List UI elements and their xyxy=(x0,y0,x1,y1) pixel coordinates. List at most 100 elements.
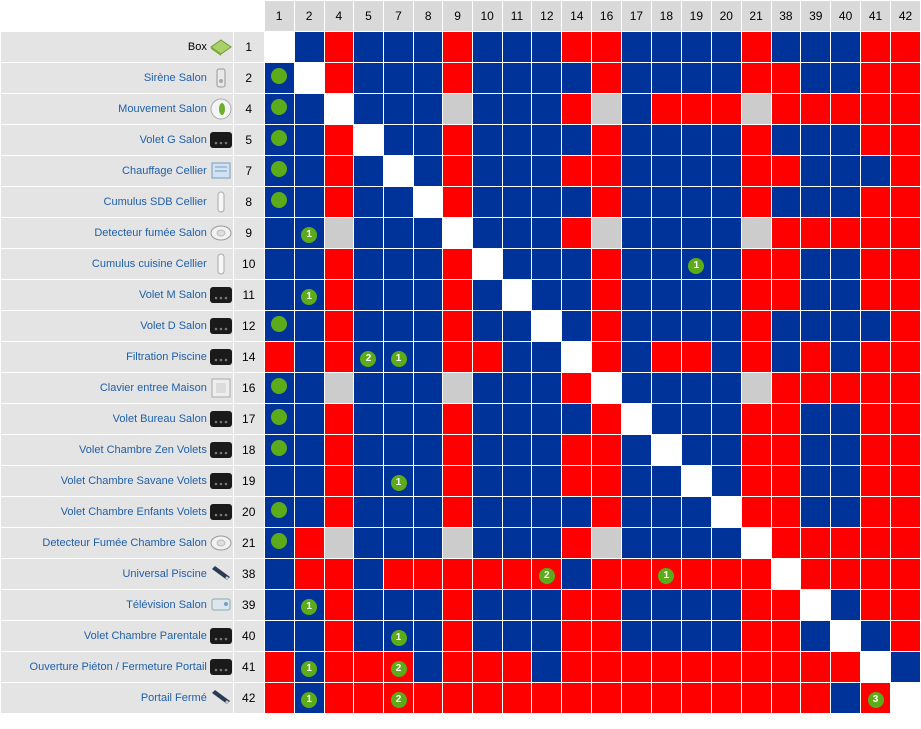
device-name-label[interactable]: Detecteur Fumée Chambre Salon xyxy=(42,537,207,549)
matrix-cell[interactable] xyxy=(711,156,741,186)
matrix-cell[interactable] xyxy=(891,125,920,155)
matrix-cell[interactable] xyxy=(472,249,502,279)
matrix-cell[interactable] xyxy=(861,187,891,217)
matrix-cell[interactable] xyxy=(651,342,681,372)
matrix-cell[interactable] xyxy=(711,528,741,558)
matrix-cell[interactable] xyxy=(741,32,771,62)
matrix-cell[interactable] xyxy=(592,187,621,217)
matrix-cell[interactable] xyxy=(562,63,592,93)
matrix-cell[interactable] xyxy=(562,280,592,310)
matrix-cell[interactable] xyxy=(651,125,681,155)
matrix-cell[interactable] xyxy=(472,590,502,620)
matrix-cell[interactable] xyxy=(681,342,711,372)
matrix-cell[interactable] xyxy=(771,652,801,682)
matrix-cell[interactable] xyxy=(353,497,383,527)
matrix-cell[interactable] xyxy=(532,94,562,124)
matrix-cell[interactable] xyxy=(562,187,592,217)
matrix-cell[interactable] xyxy=(264,373,294,403)
device-name-cell[interactable]: Clavier entree Maison xyxy=(1,373,233,403)
matrix-cell[interactable] xyxy=(264,218,294,248)
matrix-cell[interactable] xyxy=(592,249,621,279)
matrix-cell[interactable] xyxy=(741,435,771,465)
matrix-cell[interactable] xyxy=(414,187,443,217)
matrix-cell[interactable] xyxy=(264,156,294,186)
matrix-cell[interactable] xyxy=(681,559,711,589)
matrix-cell[interactable] xyxy=(472,125,502,155)
matrix-cell[interactable] xyxy=(891,63,920,93)
matrix-cell[interactable] xyxy=(831,435,860,465)
matrix-cell[interactable] xyxy=(771,94,801,124)
matrix-cell[interactable] xyxy=(472,559,502,589)
device-name-cell[interactable]: Volet Chambre Parentale xyxy=(1,621,233,651)
matrix-cell[interactable] xyxy=(264,187,294,217)
matrix-cell[interactable] xyxy=(532,156,562,186)
matrix-cell[interactable] xyxy=(562,311,592,341)
matrix-cell[interactable] xyxy=(771,311,801,341)
matrix-cell[interactable] xyxy=(711,683,741,713)
matrix-cell[interactable] xyxy=(592,94,621,124)
matrix-cell[interactable] xyxy=(472,187,502,217)
matrix-cell[interactable] xyxy=(472,528,502,558)
matrix-cell[interactable] xyxy=(801,652,831,682)
matrix-cell[interactable] xyxy=(472,652,502,682)
matrix-cell[interactable] xyxy=(891,373,920,403)
matrix-cell[interactable] xyxy=(443,652,472,682)
matrix-cell[interactable] xyxy=(711,435,741,465)
matrix-cell[interactable] xyxy=(861,156,891,186)
matrix-cell[interactable] xyxy=(414,156,443,186)
matrix-cell[interactable] xyxy=(384,187,414,217)
matrix-cell[interactable] xyxy=(294,249,324,279)
matrix-cell[interactable] xyxy=(414,218,443,248)
matrix-cell[interactable] xyxy=(831,528,860,558)
matrix-cell[interactable]: 3 xyxy=(861,683,891,713)
matrix-cell[interactable] xyxy=(622,466,651,496)
device-name-cell[interactable]: Universal Piscine xyxy=(1,559,233,589)
matrix-cell[interactable] xyxy=(353,404,383,434)
matrix-cell[interactable] xyxy=(741,466,771,496)
matrix-cell[interactable] xyxy=(414,249,443,279)
matrix-cell[interactable] xyxy=(294,404,324,434)
matrix-cell[interactable] xyxy=(831,559,860,589)
matrix-cell[interactable] xyxy=(562,652,592,682)
matrix-cell[interactable] xyxy=(502,32,532,62)
matrix-cell[interactable] xyxy=(532,528,562,558)
matrix-cell[interactable] xyxy=(771,683,801,713)
matrix-cell[interactable] xyxy=(741,280,771,310)
device-name-cell[interactable]: Mouvement Salon xyxy=(1,94,233,124)
matrix-cell[interactable] xyxy=(741,249,771,279)
matrix-cell[interactable] xyxy=(831,156,860,186)
matrix-cell[interactable] xyxy=(831,125,860,155)
matrix-cell[interactable] xyxy=(622,32,651,62)
matrix-cell[interactable] xyxy=(353,590,383,620)
matrix-cell[interactable] xyxy=(324,32,353,62)
matrix-cell[interactable] xyxy=(651,311,681,341)
matrix-cell[interactable] xyxy=(861,218,891,248)
matrix-cell[interactable] xyxy=(801,342,831,372)
matrix-cell[interactable] xyxy=(532,311,562,341)
matrix-cell[interactable] xyxy=(324,466,353,496)
matrix-cell[interactable] xyxy=(294,373,324,403)
matrix-cell[interactable] xyxy=(562,466,592,496)
matrix-cell[interactable] xyxy=(681,280,711,310)
matrix-cell[interactable]: 2 xyxy=(384,652,414,682)
matrix-cell[interactable] xyxy=(891,652,920,682)
matrix-cell[interactable]: 1 xyxy=(384,342,414,372)
matrix-cell[interactable] xyxy=(353,32,383,62)
matrix-cell[interactable] xyxy=(264,559,294,589)
matrix-cell[interactable] xyxy=(324,683,353,713)
device-name-label[interactable]: Cumulus cuisine Cellier xyxy=(91,258,207,270)
matrix-cell[interactable] xyxy=(681,156,711,186)
matrix-cell[interactable] xyxy=(711,497,741,527)
matrix-cell[interactable] xyxy=(651,187,681,217)
matrix-cell[interactable] xyxy=(771,125,801,155)
matrix-cell[interactable]: 1 xyxy=(294,280,324,310)
matrix-cell[interactable] xyxy=(861,249,891,279)
matrix-cell[interactable] xyxy=(472,466,502,496)
matrix-cell[interactable] xyxy=(414,32,443,62)
matrix-cell[interactable]: 1 xyxy=(681,249,711,279)
matrix-cell[interactable] xyxy=(891,621,920,651)
matrix-cell[interactable] xyxy=(324,94,353,124)
matrix-cell[interactable] xyxy=(771,559,801,589)
matrix-cell[interactable] xyxy=(384,63,414,93)
matrix-cell[interactable] xyxy=(443,466,472,496)
